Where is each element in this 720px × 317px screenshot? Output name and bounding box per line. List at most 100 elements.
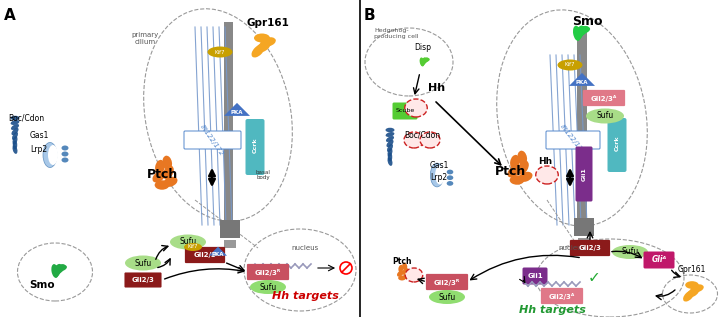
Text: Gli2/3ᴬ: Gli2/3ᴬ: [591, 94, 617, 101]
Text: Kif7: Kif7: [215, 49, 225, 55]
Ellipse shape: [387, 140, 394, 147]
FancyBboxPatch shape: [583, 90, 625, 106]
Text: Hh: Hh: [428, 83, 446, 93]
Ellipse shape: [683, 291, 694, 301]
FancyBboxPatch shape: [570, 240, 610, 256]
Ellipse shape: [251, 44, 264, 57]
Ellipse shape: [405, 268, 423, 282]
Text: Ccrk: Ccrk: [614, 135, 619, 151]
Text: Ptch: Ptch: [495, 165, 526, 178]
Ellipse shape: [510, 175, 524, 185]
Ellipse shape: [431, 163, 444, 187]
Text: nucleus: nucleus: [559, 245, 585, 251]
Text: Gli1: Gli1: [527, 273, 543, 279]
Ellipse shape: [53, 264, 65, 275]
Ellipse shape: [510, 155, 520, 169]
Text: Hh targets: Hh targets: [518, 305, 585, 315]
Ellipse shape: [11, 124, 19, 130]
Ellipse shape: [385, 128, 395, 132]
Ellipse shape: [687, 288, 699, 297]
Text: Boc/Cdon: Boc/Cdon: [404, 131, 440, 139]
Ellipse shape: [575, 26, 590, 34]
Ellipse shape: [12, 132, 18, 140]
FancyBboxPatch shape: [644, 251, 675, 268]
Ellipse shape: [53, 264, 62, 277]
Text: Lrp2: Lrp2: [430, 173, 447, 183]
Text: Ptch: Ptch: [146, 168, 178, 181]
Ellipse shape: [61, 152, 68, 157]
FancyBboxPatch shape: [125, 272, 161, 288]
Text: PKA: PKA: [230, 111, 243, 115]
Ellipse shape: [13, 140, 17, 150]
Polygon shape: [209, 247, 227, 256]
Ellipse shape: [61, 158, 68, 163]
Ellipse shape: [518, 172, 533, 182]
FancyBboxPatch shape: [184, 131, 241, 149]
Ellipse shape: [53, 264, 67, 272]
Ellipse shape: [402, 262, 408, 270]
Ellipse shape: [536, 166, 558, 184]
Ellipse shape: [207, 47, 233, 57]
Bar: [578, 238, 590, 246]
Ellipse shape: [43, 143, 57, 167]
Text: Ptch: Ptch: [392, 257, 412, 267]
Text: Sufu: Sufu: [596, 112, 613, 120]
Ellipse shape: [250, 280, 286, 294]
Ellipse shape: [420, 58, 430, 62]
Ellipse shape: [387, 157, 392, 166]
Text: Ccrk: Ccrk: [253, 137, 258, 153]
Ellipse shape: [398, 275, 406, 281]
Text: nucleus: nucleus: [292, 245, 319, 251]
Ellipse shape: [405, 99, 427, 117]
Ellipse shape: [155, 180, 169, 190]
Ellipse shape: [61, 146, 68, 151]
Text: Boc/Cdon: Boc/Cdon: [8, 113, 44, 122]
Ellipse shape: [508, 166, 521, 178]
Text: A: A: [4, 8, 16, 23]
Text: Ift122/172: Ift122/172: [199, 123, 225, 157]
Text: Gliᴬ: Gliᴬ: [652, 256, 667, 264]
Text: Sufu: Sufu: [438, 293, 456, 301]
Ellipse shape: [429, 290, 465, 304]
Ellipse shape: [404, 132, 424, 148]
Text: Hh targets: Hh targets: [271, 291, 338, 301]
Text: Gas1: Gas1: [30, 132, 50, 140]
Text: Scube: Scube: [395, 108, 415, 113]
Ellipse shape: [575, 25, 584, 40]
Ellipse shape: [12, 136, 17, 145]
Ellipse shape: [256, 42, 270, 53]
Text: Smo: Smo: [572, 15, 602, 28]
Text: primary
cilium: primary cilium: [131, 32, 158, 45]
Text: Gli2/3ᴿ: Gli2/3ᴿ: [434, 279, 460, 286]
Ellipse shape: [260, 37, 276, 47]
Ellipse shape: [386, 132, 395, 137]
Text: Lrp2: Lrp2: [30, 146, 47, 154]
Bar: [220, 220, 240, 238]
Ellipse shape: [586, 108, 624, 124]
Ellipse shape: [573, 26, 581, 41]
Text: Sufu: Sufu: [135, 258, 152, 268]
Ellipse shape: [51, 264, 58, 278]
Ellipse shape: [155, 160, 165, 174]
Text: Kif7: Kif7: [564, 62, 575, 68]
FancyBboxPatch shape: [541, 288, 583, 304]
Text: Gli2/3: Gli2/3: [194, 252, 217, 258]
Text: PKA: PKA: [576, 81, 588, 86]
Text: Gli2/3: Gli2/3: [132, 277, 154, 283]
Text: basal
body: basal body: [256, 170, 271, 180]
Circle shape: [340, 262, 352, 274]
FancyBboxPatch shape: [546, 131, 600, 149]
Ellipse shape: [163, 156, 172, 170]
Ellipse shape: [11, 116, 19, 120]
Ellipse shape: [12, 128, 19, 135]
Text: Disp: Disp: [414, 43, 431, 53]
Text: Sufu: Sufu: [259, 282, 276, 292]
Ellipse shape: [575, 26, 588, 37]
Ellipse shape: [388, 152, 392, 161]
Ellipse shape: [125, 256, 161, 270]
Text: B: B: [364, 8, 376, 23]
Text: Hh: Hh: [538, 158, 552, 166]
Ellipse shape: [420, 132, 440, 148]
Ellipse shape: [184, 243, 202, 251]
Text: Gli2/3ᴿ: Gli2/3ᴿ: [255, 268, 281, 275]
